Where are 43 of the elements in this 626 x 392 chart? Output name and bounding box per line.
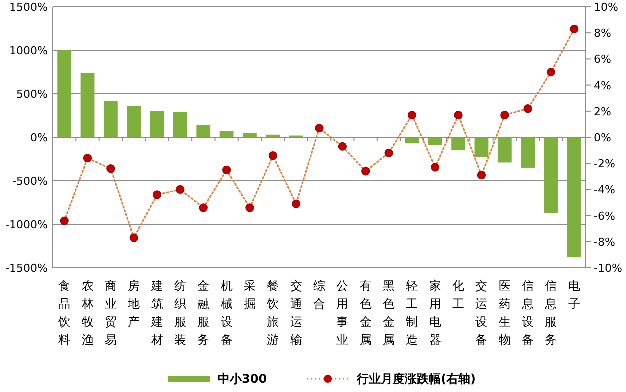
x-tick-label: 轻工制造 [406,279,418,347]
y-tick-label: -1500% [6,262,48,275]
y2-tick-label: -4% [594,184,616,197]
x-tick-label: 公用事业 [336,279,349,347]
y-tick-label: 0% [30,132,48,144]
x-tick-label: 信息设备 [521,279,534,347]
y2-tick-label: 8% [594,27,612,40]
y-tick-label: 500% [16,88,48,101]
y2-tick-label: 0% [594,132,612,144]
y-tick-label: 1000% [10,44,48,58]
x-tick-label: 金融服务 [198,279,210,347]
x-tick-label: 食品饮料 [58,279,71,347]
x-tick-label: 机械设备 [220,279,233,347]
x-tick-label: 化工 [452,279,465,311]
x-tick-label: 黑色金属 [383,279,396,347]
y2-tick-label: 2% [594,105,612,118]
x-tick-label: 采掘 [244,279,256,311]
x-tick-label: 交运设备 [476,279,488,347]
x-tick-label: 房地产 [127,279,140,329]
y-tick-label: -1000% [6,218,48,232]
x-tick-label: 餐饮旅游 [266,279,280,347]
y-tick-label: 1500% [10,1,48,14]
y2-tick-label: 6% [594,53,612,66]
x-tick-label: 商业贸易 [104,279,117,347]
x-tick-label: 信息服务 [544,279,558,347]
x-tick-label: 电子 [568,279,580,311]
y2-tick-label: -6% [594,210,616,223]
legend-label: 行业月度涨跌幅(右轴) [356,372,476,386]
x-tick-label: 家用电器 [429,279,442,347]
y-tick-label: -500% [12,175,48,188]
x-tick-label: 建筑建材 [150,279,164,347]
y2-tick-label: -2% [594,158,616,171]
y2-tick-label: -8% [594,236,616,249]
x-tick-label: 综合 [314,279,326,311]
y2-tick-label: 10% [594,1,618,14]
y2-tick-label: -10% [594,262,622,275]
legend-label: 中小300 [218,372,268,386]
y2-tick-label: 4% [594,79,612,92]
x-tick-label: 有色金属 [360,279,372,347]
x-tick-label: 农林牧渔 [80,279,94,347]
x-tick-label: 交通运输 [290,279,302,347]
x-tick-label: 医药生物 [498,279,511,347]
x-tick-label: 纺织服装 [174,279,186,347]
